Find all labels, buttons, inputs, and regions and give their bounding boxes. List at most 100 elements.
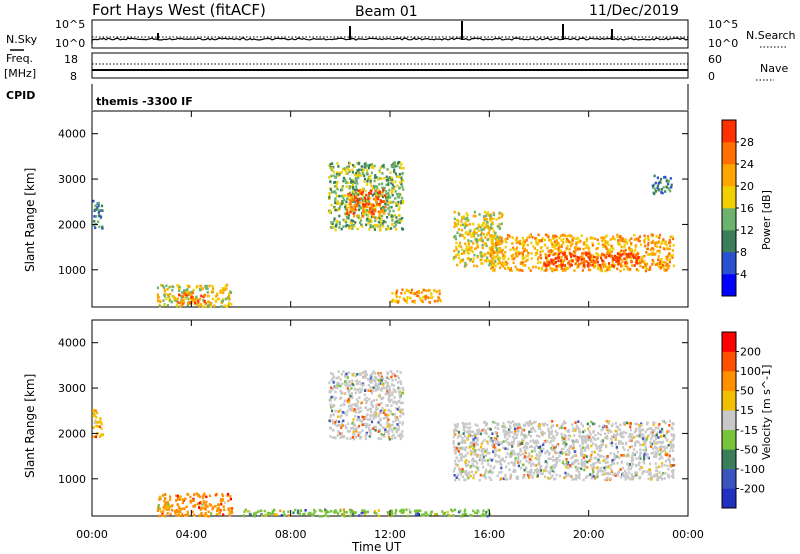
- range-cell: [517, 440, 520, 444]
- range-cell: [660, 465, 663, 468]
- range-cell: [507, 428, 511, 431]
- range-cell: [179, 508, 182, 511]
- range-cell: [428, 288, 431, 292]
- range-cell: [492, 251, 495, 254]
- range-cell: [471, 444, 474, 448]
- range-cell: [337, 376, 340, 379]
- range-cell: [464, 441, 467, 444]
- range-cell: [488, 259, 491, 263]
- range-cell: [156, 509, 159, 512]
- range-cell: [342, 419, 345, 423]
- range-cell: [387, 212, 390, 216]
- range-cell: [600, 236, 603, 240]
- range-cell: [618, 428, 621, 431]
- range-cell: [163, 294, 166, 298]
- range-cell: [486, 451, 489, 455]
- range-cell: [356, 204, 359, 207]
- range-cell: [534, 420, 537, 424]
- range-cell: [651, 259, 654, 262]
- range-cell: [462, 424, 466, 427]
- range-cell: [389, 370, 392, 373]
- range-cell: [530, 459, 533, 462]
- range-cell: [614, 422, 617, 425]
- range-cell: [377, 374, 380, 377]
- range-cell: [512, 470, 515, 473]
- range-cell: [350, 181, 353, 184]
- range-cell: [622, 446, 625, 449]
- range-cell: [466, 233, 469, 236]
- range-cell: [229, 495, 232, 498]
- range-cell: [645, 264, 648, 268]
- range-cell: [565, 453, 568, 456]
- range-cell: [606, 268, 609, 272]
- range-cell: [346, 374, 349, 378]
- range-cell: [325, 509, 328, 513]
- range-cell: [487, 427, 490, 430]
- range-cell: [371, 186, 375, 190]
- range-cell: [387, 194, 390, 197]
- range-cell: [181, 501, 184, 505]
- range-cell: [158, 498, 161, 501]
- range-cell: [529, 269, 532, 272]
- range-cell: [611, 250, 614, 253]
- range-cell: [463, 236, 466, 239]
- range-cell: [536, 440, 539, 444]
- range-cell: [606, 240, 609, 244]
- range-cell: [666, 430, 669, 433]
- range-cell: [215, 295, 218, 298]
- range-cell: [631, 264, 634, 267]
- x-tick-label: 04:00: [175, 528, 207, 541]
- range-cell: [231, 507, 234, 510]
- range-cell: [512, 463, 515, 467]
- range-cell: [457, 430, 460, 434]
- range-cell: [351, 379, 354, 383]
- velocity-panel-frame: [91, 319, 689, 517]
- range-cell: [500, 215, 503, 219]
- range-cell: [349, 395, 352, 398]
- range-cell: [345, 169, 348, 173]
- range-cell: [664, 459, 667, 463]
- range-cell: [606, 428, 609, 432]
- range-cell: [668, 260, 671, 264]
- range-cell: [386, 225, 390, 228]
- range-cell: [257, 510, 260, 513]
- range-cell: [628, 445, 632, 449]
- range-cell: [397, 424, 400, 428]
- range-cell: [627, 475, 630, 479]
- range-cell: [400, 508, 403, 512]
- range-cell: [475, 264, 479, 268]
- range-cell: [337, 424, 340, 427]
- range-cell: [375, 223, 378, 227]
- range-cell: [491, 221, 494, 224]
- range-cell: [514, 456, 517, 460]
- range-cell: [243, 510, 246, 513]
- range-cell: [512, 451, 515, 454]
- range-cell: [273, 513, 276, 516]
- range-cell: [633, 234, 636, 237]
- range-cell: [487, 435, 490, 438]
- range-cell: [377, 383, 380, 387]
- range-cell: [543, 238, 546, 242]
- range-cell: [329, 226, 332, 229]
- range-cell: [567, 428, 570, 432]
- range-cell: [353, 225, 356, 228]
- range-cell: [511, 257, 514, 261]
- range-cell: [607, 472, 610, 476]
- range-cell: [207, 294, 211, 298]
- range-cell: [332, 225, 335, 229]
- range-cell: [460, 220, 463, 223]
- range-cell: [551, 269, 554, 273]
- range-cell: [623, 251, 626, 254]
- range-cell: [362, 215, 365, 218]
- range-cell: [208, 303, 211, 307]
- range-cell: [186, 510, 189, 514]
- range-cell: [560, 255, 563, 259]
- range-cell: [379, 194, 382, 198]
- range-cell: [619, 475, 622, 479]
- range-cell: [341, 188, 344, 192]
- range-cell: [572, 462, 575, 466]
- range-cell: [538, 435, 541, 438]
- range-cell: [364, 437, 367, 441]
- range-cell: [354, 374, 357, 378]
